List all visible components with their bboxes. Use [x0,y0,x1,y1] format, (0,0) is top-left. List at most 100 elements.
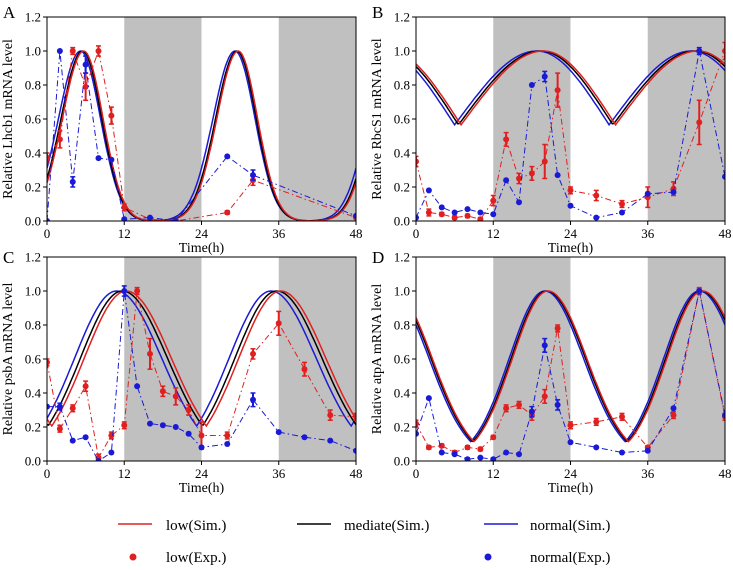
sim-curve-mediate [416,290,725,443]
data-point-low [477,216,484,221]
error-bar-low [47,358,50,367]
data-point-low [416,158,419,165]
data-point-normal [108,156,115,163]
data-point-normal [516,199,522,206]
data-point-normal [528,82,535,88]
data-point-low [554,325,561,332]
data-point-low [619,413,625,420]
exp-line-low [47,49,356,221]
data-point-low [224,432,231,439]
data-point-normal [121,288,128,294]
data-point-normal [696,48,703,54]
y-tick-label: 0.6 [394,112,411,127]
y-tick-label: 1.0 [394,44,410,59]
y-tick-label: 0.0 [25,214,41,229]
y-tick-label: 1.2 [25,250,41,265]
panel-A: 0 12 24 36 48 0.0 0.2 0.4 0.6 0.8 1.0 1.2 Time(h) Rel… [1,3,363,256]
data-point-normal [172,424,179,430]
data-point-normal [159,422,166,429]
x-tick-label: 0 [44,226,51,241]
sim-curve-low [47,290,356,428]
legend-low-exp-marker [129,553,137,561]
data-point-normal [644,190,651,197]
y-tick-label: 0.8 [394,78,410,93]
data-point-low [82,383,89,390]
data-point-normal [528,408,535,415]
legend-mediate-sim-label: mediate(Sim.) [344,518,429,534]
data-point-low [516,175,522,182]
plot-area [416,286,725,461]
data-point-normal [503,449,510,456]
dark-period-band [493,17,571,221]
y-tick-label: 0.2 [25,180,41,195]
data-point-normal [670,405,677,412]
data-point-low [56,136,63,143]
x-axis-label: Time(h) [548,241,594,256]
data-point-normal [451,451,458,458]
data-point-low [69,48,76,54]
x-tick-label: 24 [195,466,209,481]
data-point-normal [722,173,725,180]
data-point-normal [134,383,141,390]
data-point-normal [541,342,548,349]
data-point-normal [477,209,484,216]
data-point-low [619,201,625,207]
panel-B: 0 12 24 36 48 0.0 0.2 0.4 0.6 0.8 1.0 1.2 Time(h) Rel… [370,3,732,256]
data-point-normal [82,434,89,441]
data-point-normal [619,449,625,456]
data-point-low [722,48,725,54]
data-point-normal [301,434,308,441]
data-point-low [438,211,445,218]
data-point-normal [696,288,703,294]
y-tick-label: 0.8 [25,78,41,93]
data-point-normal [425,395,432,402]
x-tick-label: 24 [564,226,578,241]
data-point-low [425,444,432,451]
y-tick-label: 0.0 [25,454,41,469]
plot-area [47,45,356,221]
data-point-normal [224,153,231,160]
x-tick-label: 0 [413,466,420,481]
x-tick-label: 36 [641,226,655,241]
data-point-normal [438,449,445,456]
panel-letter: A [3,3,16,22]
x-axis-label: Time(h) [548,481,594,496]
data-point-low [528,170,535,177]
data-point-low [425,209,432,216]
data-point-normal [121,216,128,221]
y-axis-label: Relative RbcS1 mRNA level [370,38,385,199]
data-point-normal [619,209,625,216]
legend-low-sim-label: low(Sim.) [166,518,226,534]
data-point-normal [644,447,651,454]
data-point-normal [541,73,548,80]
y-tick-label: 0.2 [25,420,41,435]
data-point-normal [425,187,432,194]
data-point-normal [250,396,256,403]
y-tick-label: 1.0 [25,284,41,299]
data-point-low [327,412,334,419]
y-tick-label: 0.4 [394,386,411,401]
y-tick-label: 0.4 [394,146,411,161]
y-tick-label: 1.0 [394,284,410,299]
data-point-normal [554,401,561,408]
data-point-low [416,420,419,427]
data-point-normal [438,204,445,211]
sim-curve-mediate [416,50,725,125]
data-point-normal [147,214,153,221]
data-point-normal [464,456,471,461]
data-point-normal [593,214,600,221]
dark-period-band [278,17,356,221]
data-point-low [464,444,471,451]
data-point-low [172,393,179,400]
data-point-low [121,422,128,429]
data-point-low [250,350,256,357]
data-point-low [541,158,548,165]
sim-curve-low [416,290,725,443]
sim-curve-normal [416,50,725,127]
y-tick-label: 0.2 [394,180,410,195]
data-point-normal [69,437,76,444]
y-tick-label: 0.2 [394,420,410,435]
data-point-low [696,119,703,126]
panels-group: 0 12 24 36 48 0.0 0.2 0.4 0.6 0.8 1.0 1.2 Time(h) Rel… [1,3,732,496]
y-tick-label: 1.2 [394,250,410,265]
